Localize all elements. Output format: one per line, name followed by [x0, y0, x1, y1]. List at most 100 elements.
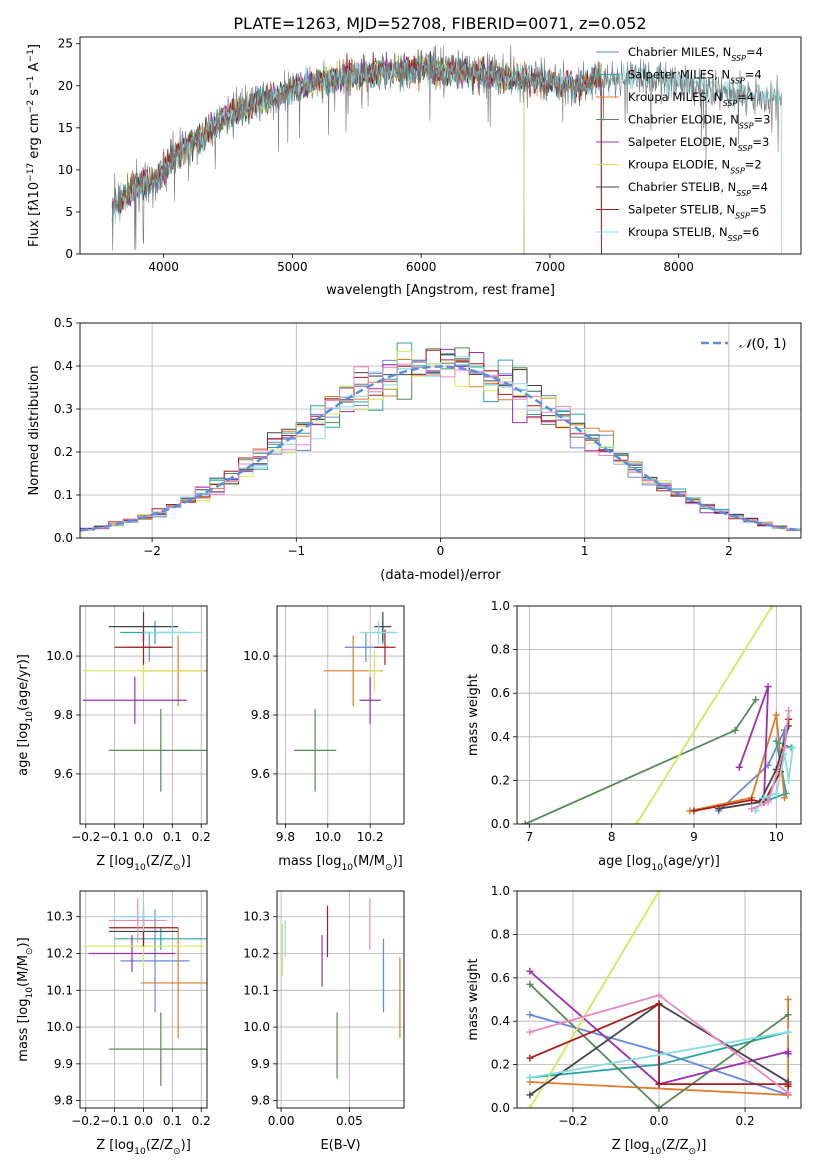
panel-residuals: −2 −1 0 1 2 0.0 0.1 0.2 0.3 0.4 0.5 𝒩(0, 1) (data-mo…: [27, 316, 802, 583]
residual-histogram: [80, 349, 801, 531]
weight-marker: [785, 707, 793, 715]
x-tick-label: 9: [690, 830, 698, 844]
error-bar: [108, 1012, 207, 1086]
error-bar: [88, 935, 176, 972]
y-tick-label: 10.3: [243, 910, 270, 924]
y-axis-label: mass [log10(M/M⊙)]: [16, 937, 35, 1061]
plot-area-residuals: [80, 342, 801, 532]
x-tick-label: 1: [581, 544, 589, 558]
plot-area-Z-mass: [82, 898, 207, 1086]
weight-marker: [772, 711, 780, 719]
error-bar: [293, 709, 337, 792]
axes-frame: [79, 36, 802, 255]
x-tick-label: 2: [725, 544, 733, 558]
y-tick-label: 0.2: [491, 773, 510, 787]
panel-EBV-mass: 0.00 0.05 9.8 9.9 10.0 10.1 10.2 10.3 E(B-V): [243, 890, 405, 1153]
normal-curve: [80, 365, 801, 532]
weight-marker: [526, 1011, 534, 1019]
x-axis-label: E(B-V): [320, 1138, 360, 1153]
weight-line: [751, 710, 790, 810]
x-axis-label: mass [log10(M/M⊙)]: [278, 854, 402, 873]
x-tick-label: −0.1: [100, 830, 129, 844]
x-tick-label: 10: [769, 830, 784, 844]
y-tick-label: 10.1: [46, 983, 73, 997]
error-bar: [108, 709, 207, 792]
x-tick-label: −0.2: [71, 830, 100, 844]
weight-marker: [521, 820, 529, 824]
y-tick-label: 10.0: [243, 1020, 270, 1034]
weight-marker: [764, 798, 772, 806]
y-tick-label: 10.3: [46, 910, 73, 924]
weight-marker: [784, 996, 792, 1003]
error-bar: [143, 620, 202, 645]
x-tick-label: 0.2: [192, 830, 211, 844]
legend-entry: Chabrier STELIB, NSSP=4: [628, 180, 768, 198]
plot-area-Z-age: [82, 611, 207, 792]
y-tick-label: 0.4: [491, 1014, 510, 1028]
error-bar: [368, 650, 381, 692]
weight-marker: [526, 980, 534, 988]
x-tick-label: 9.8: [276, 830, 295, 844]
y-axis-label: age [log10(age/yr)]: [16, 654, 35, 776]
x-tick-label: 0: [437, 544, 445, 558]
y-tick-label: 1.0: [491, 884, 510, 898]
y-tick-label: 10: [58, 163, 73, 177]
x-tick-label: 7: [526, 830, 534, 844]
panel-Z-age: −0.2 −0.1 0.0 0.1 0.2 9.6 9.8 10.0 Z [log10(Z/Z⊙…: [16, 605, 211, 873]
weight-marker: [789, 744, 797, 752]
y-tick-label: 0.0: [491, 1101, 510, 1115]
x-tick-label: −1: [287, 544, 305, 558]
x-tick-label: −0.2: [558, 1114, 587, 1128]
weight-marker: [772, 789, 780, 797]
axes-frame: [79, 890, 208, 1109]
axes-frame: [276, 890, 405, 1109]
x-tick-label: 7000: [535, 260, 566, 274]
error-bar: [374, 629, 396, 665]
residual-histogram: [80, 363, 801, 531]
x-axis-label: Z [log10(Z/Z⊙)]: [96, 1138, 191, 1157]
figure-title: PLATE=1263, MJD=52708, FIBERID=0071, z=0…: [233, 14, 646, 33]
y-tick-label: 0.4: [491, 730, 510, 744]
y-tick-label: 9.6: [251, 767, 270, 781]
legend-entry: Chabrier MILES, NSSP=4: [628, 45, 763, 63]
y-tick-label: 20: [58, 79, 73, 93]
y-tick-label: 1.0: [491, 599, 510, 613]
x-tick-label: 0.00: [268, 1114, 295, 1128]
weight-marker: [784, 1011, 792, 1019]
axes-frame: [276, 605, 405, 825]
x-tick-label: −2: [143, 544, 161, 558]
legend-entry: Kroupa STELIB, NSSP=6: [628, 225, 759, 243]
x-tick-label: 0.0: [134, 1114, 153, 1128]
error-bar: [374, 611, 392, 642]
y-tick-label: 10.1: [243, 983, 270, 997]
x-tick-label: 8000: [663, 260, 694, 274]
x-tick-label: 0.05: [336, 1114, 363, 1128]
y-axis-label: mass weight: [466, 958, 481, 1040]
weight-marker: [526, 1054, 534, 1062]
legend-entry: Salpeter MILES, NSSP=4: [628, 68, 762, 86]
x-tick-label: −0.1: [100, 1114, 129, 1128]
y-tick-label: 0.3: [54, 402, 73, 416]
axes-frame: [79, 322, 802, 539]
x-axis-label: wavelength [Angstrom, rest frame]: [326, 283, 555, 298]
y-tick-label: 0.2: [54, 445, 73, 459]
error-bar: [140, 927, 207, 1039]
panel-Z-mass: −0.2 −0.1 0.0 0.1 0.2 9.8 9.9 10.0 10.1 10.2 10.3 Z…: [16, 890, 211, 1157]
panel-mass-age: 9.8 10.0 10.2 9.6 9.8 10.0 mass [log10(M/M⊙)]: [243, 605, 405, 873]
error-bar: [111, 902, 176, 932]
weight-marker: [781, 794, 789, 802]
weight-marker: [632, 820, 640, 824]
weight-marker: [655, 1104, 663, 1108]
x-tick-label: 0.0: [134, 830, 153, 844]
x-axis-label: age [log10(age/yr)]: [598, 854, 720, 873]
x-tick-label: 0.1: [163, 830, 182, 844]
y-tick-label: 10.2: [243, 947, 270, 961]
observed-spectrum-line: [111, 44, 782, 251]
error-bar: [359, 620, 398, 645]
weight-marker: [748, 796, 756, 804]
y-tick-label: 0.2: [491, 1058, 510, 1072]
y-tick-label: 5: [65, 205, 73, 219]
weight-marker: [784, 1089, 792, 1097]
y-tick-label: 9.8: [251, 708, 270, 722]
